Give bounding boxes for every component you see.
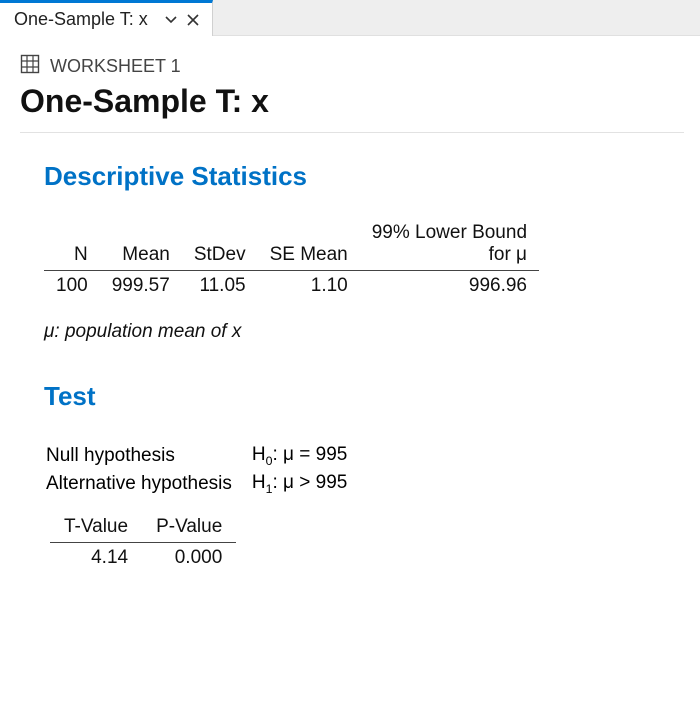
col-n-header-spacer — [44, 222, 100, 244]
worksheet-row: WORKSHEET 1 — [20, 54, 684, 79]
descriptive-statistics-heading: Descriptive Statistics — [44, 161, 684, 192]
test-section: Test Null hypothesis H0: μ = 995 Alterna… — [20, 381, 684, 569]
col-bound-header-top: 99% Lower Bound — [360, 222, 539, 244]
title-divider — [20, 132, 684, 133]
test-results-table: T-Value P-Value 4.14 0.000 — [50, 516, 236, 569]
cell-mean: 999.57 — [100, 271, 182, 298]
descriptive-statistics-table: 99% Lower Bound N Mean StDev SE Mean for… — [44, 222, 539, 297]
col-bound-header-bot: for μ — [360, 244, 539, 271]
worksheet-icon — [20, 54, 40, 79]
cell-semean: 1.10 — [258, 271, 360, 298]
col-stdev-header: StDev — [182, 244, 258, 271]
h-sub: 1 — [266, 482, 273, 496]
h-rest: : μ > 995 — [273, 472, 348, 493]
hypothesis-table: Null hypothesis H0: μ = 995 Alternative … — [44, 442, 365, 498]
null-hypothesis-label: Null hypothesis — [44, 442, 250, 470]
h-rest: : μ = 995 — [273, 444, 348, 465]
null-hypothesis-expr: H0: μ = 995 — [250, 442, 365, 470]
col-tvalue-header: T-Value — [50, 516, 142, 543]
test-heading: Test — [44, 381, 684, 412]
col-pvalue-header: P-Value — [142, 516, 236, 543]
cell-tvalue: 4.14 — [50, 542, 142, 569]
cell-pvalue: 0.000 — [142, 542, 236, 569]
tab-one-sample-t[interactable]: One-Sample T: x — [0, 0, 213, 36]
chevron-down-icon[interactable] — [162, 11, 180, 29]
mu-footnote: μ: population mean of x — [44, 321, 684, 343]
col-n-header: N — [44, 244, 100, 271]
table-row: Alternative hypothesis H1: μ > 995 — [44, 470, 365, 498]
content-area: WORKSHEET 1 One-Sample T: x Descriptive … — [0, 36, 700, 569]
col-semean-header-spacer — [258, 222, 360, 244]
cell-stdev: 11.05 — [182, 271, 258, 298]
alt-hypothesis-expr: H1: μ > 995 — [250, 470, 365, 498]
table-row: 4.14 0.000 — [50, 542, 236, 569]
col-mean-header: Mean — [100, 244, 182, 271]
worksheet-label: WORKSHEET 1 — [50, 56, 181, 77]
cell-bound: 996.96 — [360, 271, 539, 298]
descriptive-statistics-section: Descriptive Statistics 99% Lower Bound N… — [20, 161, 684, 343]
h-prefix: H — [252, 444, 266, 465]
col-stdev-header-spacer — [182, 222, 258, 244]
col-mean-header-spacer — [100, 222, 182, 244]
close-icon[interactable] — [184, 11, 202, 29]
col-semean-header: SE Mean — [258, 244, 360, 271]
table-row: 100 999.57 11.05 1.10 996.96 — [44, 271, 539, 298]
h-sub: 0 — [266, 454, 273, 468]
page-title: One-Sample T: x — [20, 83, 684, 120]
table-row: Null hypothesis H0: μ = 995 — [44, 442, 365, 470]
tab-title: One-Sample T: x — [14, 9, 148, 30]
tab-bar: One-Sample T: x — [0, 0, 700, 36]
alt-hypothesis-label: Alternative hypothesis — [44, 470, 250, 498]
cell-n: 100 — [44, 271, 100, 298]
h-prefix: H — [252, 472, 266, 493]
